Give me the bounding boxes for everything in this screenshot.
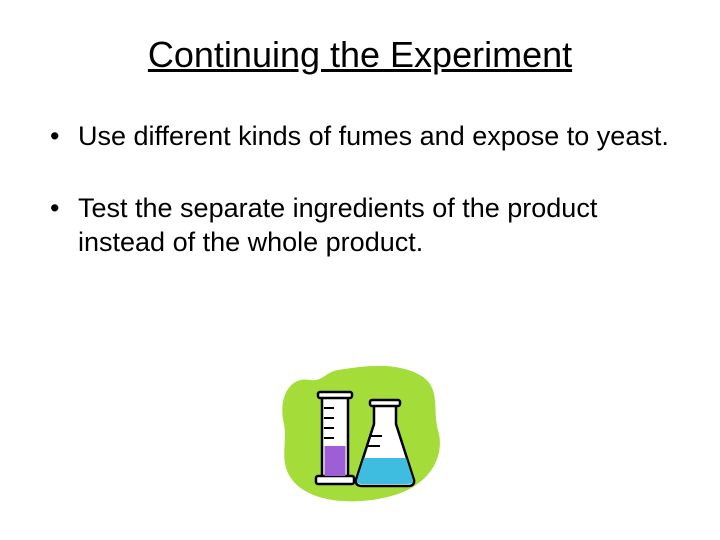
slide-container: Continuing the Experiment Use different … — [0, 0, 720, 540]
slide-title: Continuing the Experiment — [40, 34, 680, 76]
beaker-clipart — [270, 358, 450, 508]
bullet-item: Test the separate ingredients of the pro… — [48, 192, 680, 260]
bullet-list: Use different kinds of fumes and expose … — [40, 120, 680, 259]
graduated-cylinder — [316, 392, 354, 484]
bullet-item: Use different kinds of fumes and expose … — [48, 120, 680, 154]
